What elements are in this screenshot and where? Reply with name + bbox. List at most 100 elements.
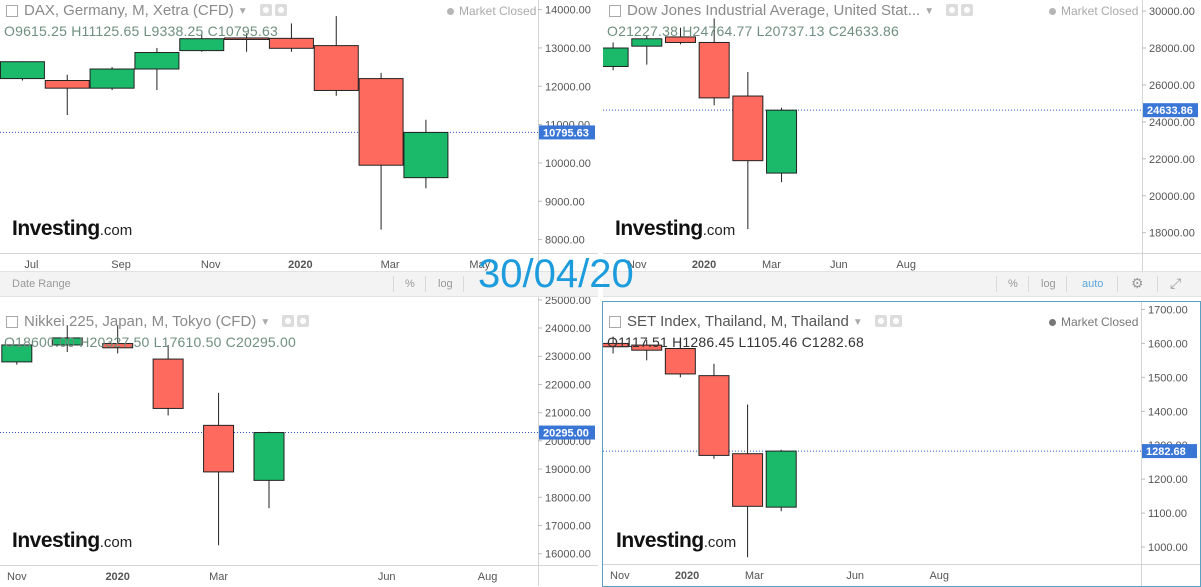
chevron-down-icon[interactable]: ▼ xyxy=(924,5,935,17)
settings-icon[interactable] xyxy=(874,314,887,327)
high-value: H11125.65 xyxy=(71,23,140,39)
x-tick-label: 2020 xyxy=(692,259,716,271)
y-tick-label: 1700.00 xyxy=(1148,304,1188,316)
chart-header-dax: DAX, Germany, M, Xetra (CFD) ▼ xyxy=(0,2,290,20)
last-price-label: 1282.68 xyxy=(1146,446,1186,458)
brand-name: Investing xyxy=(615,217,703,240)
fullscreen-icon[interactable]: ⤢ xyxy=(1170,275,1182,291)
chart-pane-dax[interactable]: 8000.009000.0010000.0011000.0012000.0013… xyxy=(0,0,598,275)
chart-title[interactable]: Dow Jones Industrial Average, United Sta… xyxy=(627,2,921,19)
candlestick-chart-dow-jones: 18000.00 20000.00 22000.00 24000.00 26000.00… xyxy=(603,0,1201,275)
gear-icon[interactable] xyxy=(961,3,974,16)
last-price-badge xyxy=(539,125,595,140)
candle-body-up xyxy=(765,450,797,508)
x-tick-label: Aug xyxy=(896,259,916,271)
chart-title[interactable]: SET Index, Thailand, M, Thailand xyxy=(627,313,849,330)
toolbar-divider xyxy=(1066,276,1067,292)
chart-pane-set-index[interactable]: 1000.001100.001200.001300.001400.001500.… xyxy=(602,301,1201,587)
y-tick-label: 18000.00 xyxy=(1149,228,1195,240)
chart-header-nikkei: Nikkei 225, Japan, M, Tokyo (CFD) ▼ xyxy=(0,313,312,331)
candle-body-up xyxy=(766,109,798,174)
settings-icon[interactable] xyxy=(282,314,295,327)
close-value: C1282.68 xyxy=(801,334,864,350)
status-dot-icon xyxy=(1049,319,1056,327)
market-status: Market Closed xyxy=(1049,4,1138,18)
x-tick-label: 2020 xyxy=(288,259,312,271)
ohlc-values: O9615.25 H11125.65 L9338.25 C10795.63 xyxy=(4,23,278,39)
y-tick-label: 12000.00 xyxy=(545,81,591,93)
settings-icon[interactable] xyxy=(259,3,272,16)
x-tick-label: Mar xyxy=(745,570,764,582)
open-value: O21227.38 xyxy=(607,23,679,39)
investing-logo: Investing.com xyxy=(12,529,132,553)
candlestick-chart-dax: 8000.009000.0010000.0011000.0012000.0013… xyxy=(0,0,598,275)
auto-scale-button[interactable]: auto xyxy=(1082,278,1104,290)
y-tick-label: 13000.00 xyxy=(545,43,591,55)
candlestick-chart-nikkei: 16000.0017000.0018000.0019000.0020000.00… xyxy=(0,297,598,586)
y-tick-label: 10000.00 xyxy=(545,158,591,170)
brand-name: Investing xyxy=(12,529,100,552)
percent-scale-button[interactable]: % xyxy=(405,278,415,290)
chevron-down-icon[interactable]: ▼ xyxy=(237,5,248,17)
candle-body-down xyxy=(698,375,730,456)
y-tick-label: 22000.00 xyxy=(1149,154,1195,166)
chart-pane-nikkei[interactable]: 16000.00 17000.00 18000.00 19000.00 20000.00… xyxy=(0,297,598,586)
chart-title[interactable]: DAX, Germany, M, Xetra (CFD) xyxy=(24,2,234,19)
last-price-label: 24633.86 xyxy=(1147,105,1193,117)
x-tick-label: May xyxy=(469,259,490,271)
ohlc-values: O18600.00 H20327.50 L17610.50 C20295.00 xyxy=(4,334,296,350)
candle-body-up xyxy=(89,68,135,89)
y-tick-label: 20000.00 xyxy=(1149,191,1195,203)
investing-logo: Investing.com xyxy=(12,217,132,241)
brand-suffix: .com xyxy=(99,222,133,239)
high-value: H1286.45 xyxy=(672,334,735,350)
log-scale-button[interactable]: log xyxy=(438,278,453,290)
y-tick-label: 14000.00 xyxy=(545,5,591,17)
market-status-text: Market Closed xyxy=(1061,315,1139,329)
gear-icon[interactable] xyxy=(889,314,902,327)
date-range-button[interactable]: Date Range xyxy=(12,278,71,290)
chevron-down-icon[interactable]: ▼ xyxy=(852,316,863,328)
collapse-square-icon[interactable] xyxy=(609,5,621,18)
chart-toolbar-left: Date Range % log xyxy=(0,271,598,297)
x-tick-label: Jun xyxy=(378,571,396,583)
candle-body-down xyxy=(152,358,184,409)
log-scale-button[interactable]: log xyxy=(1041,278,1056,290)
last-price-badge xyxy=(539,425,595,440)
x-tick-label: Sep xyxy=(111,259,131,271)
chevron-down-icon[interactable]: ▼ xyxy=(260,316,271,328)
x-tick-label: Nov xyxy=(7,571,27,583)
x-tick-label: Nov xyxy=(201,259,221,271)
collapse-square-icon[interactable] xyxy=(6,316,18,329)
gear-icon[interactable]: ⚙ xyxy=(1131,275,1144,291)
y-tick-label: 18000.00 xyxy=(545,492,591,504)
chart-pane-dow-jones[interactable]: 18000.00 20000.00 22000.00 24000.00 26000.00… xyxy=(603,0,1201,275)
gear-icon[interactable] xyxy=(297,314,310,327)
chart-header-set-index: SET Index, Thailand, M, Thailand ▼ xyxy=(603,313,905,331)
candle-body-up xyxy=(403,131,449,179)
low-value: L1105.46 xyxy=(738,334,798,350)
candle-body-down xyxy=(358,78,404,166)
toolbar-divider xyxy=(996,276,997,292)
gear-icon[interactable] xyxy=(274,3,287,16)
percent-scale-button[interactable]: % xyxy=(1008,278,1018,290)
open-value: O1117.51 xyxy=(607,334,669,350)
candle-body-up xyxy=(631,38,663,47)
chart-toolbar-right: % log auto ⚙ ⤢ xyxy=(603,271,1201,297)
chart-title[interactable]: Nikkei 225, Japan, M, Tokyo (CFD) xyxy=(24,313,257,330)
y-tick-label: 8000.00 xyxy=(545,235,585,247)
x-tick-label: Jun xyxy=(830,259,848,271)
date-overlay: 30/04/20 xyxy=(478,252,634,296)
y-tick-label: 21000.00 xyxy=(545,408,591,420)
market-status-text: Market Closed xyxy=(1061,4,1139,18)
candle-body-down xyxy=(203,424,235,473)
y-tick-label: 1600.00 xyxy=(1148,338,1188,350)
candle-body-up xyxy=(134,52,180,70)
brand-suffix: .com xyxy=(703,534,737,551)
settings-icon[interactable] xyxy=(946,3,959,16)
collapse-square-icon[interactable] xyxy=(6,5,18,18)
toolbar-divider xyxy=(1157,276,1158,292)
x-tick-label: Mar xyxy=(762,259,781,271)
y-tick-label: 17000.00 xyxy=(545,521,591,533)
collapse-square-icon[interactable] xyxy=(609,316,621,329)
